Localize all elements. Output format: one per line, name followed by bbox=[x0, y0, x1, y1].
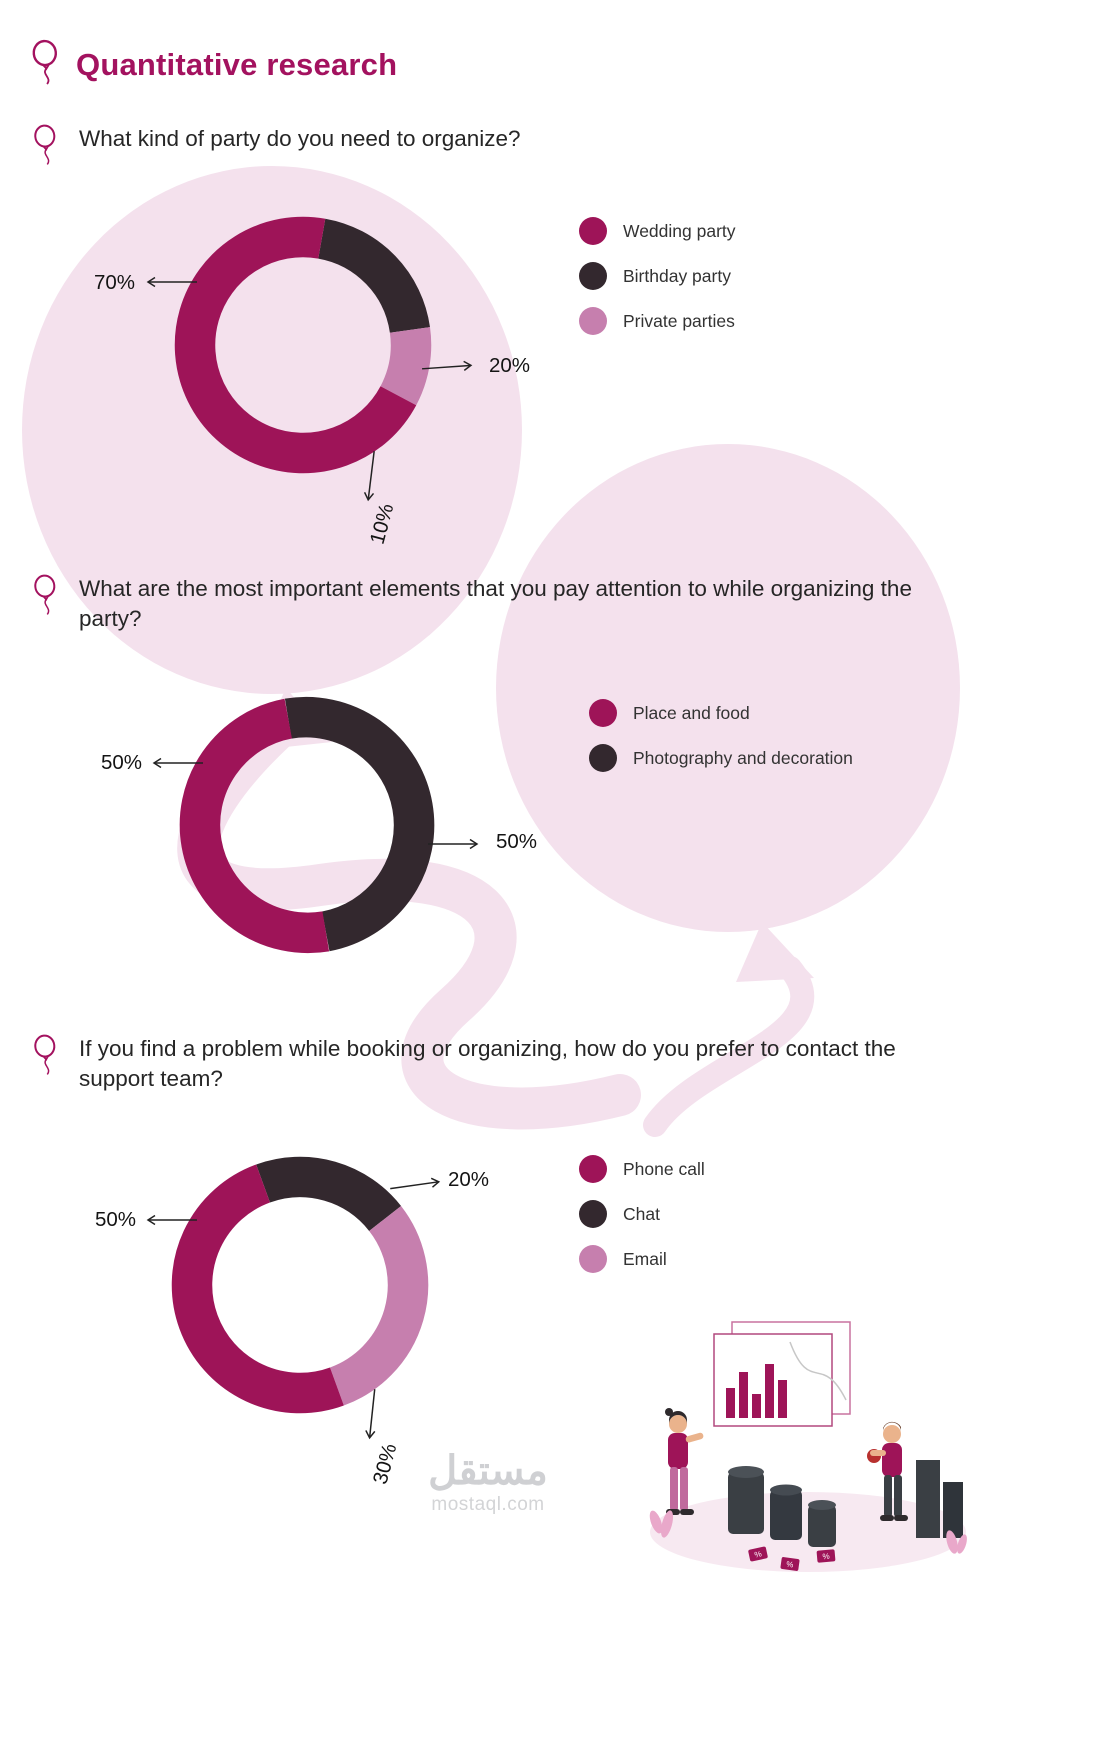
watermark-url: mostaql.com bbox=[431, 1494, 545, 1515]
data-label: 20% bbox=[448, 1168, 490, 1191]
question-3: If you find a problem while booking or o… bbox=[33, 1034, 963, 1093]
balloon-icon bbox=[31, 123, 62, 172]
presentation-illustration: % % % bbox=[649, 1321, 967, 1572]
legend-item: Wedding party bbox=[578, 216, 736, 246]
legend-item: Email bbox=[578, 1244, 705, 1274]
legend-label: Wedding party bbox=[623, 220, 736, 241]
arrow-left-icon bbox=[146, 1214, 197, 1226]
arrow-right-icon bbox=[428, 838, 479, 850]
arrow-left-icon bbox=[146, 276, 197, 288]
data-label: 20% bbox=[489, 354, 531, 377]
svg-text:%: % bbox=[786, 1560, 794, 1570]
legend-label: Chat bbox=[623, 1203, 660, 1224]
data-label: 50% bbox=[95, 1208, 137, 1231]
legend-swatch bbox=[589, 744, 617, 772]
arrow-left-icon bbox=[152, 757, 203, 769]
watermark: مستقل mostaql.com bbox=[398, 1450, 578, 1516]
presenter-figure bbox=[665, 1408, 704, 1515]
legend-label: Phone call bbox=[623, 1158, 705, 1179]
legend-label: Photography and decoration bbox=[633, 747, 853, 768]
legend-item: Place and food bbox=[588, 698, 853, 728]
legend-item: Chat bbox=[578, 1199, 705, 1229]
balloon-icon bbox=[27, 36, 64, 92]
legend-label: Place and food bbox=[633, 702, 750, 723]
legend-label: Birthday party bbox=[623, 265, 731, 286]
question-text: If you find a problem while booking or o… bbox=[79, 1036, 896, 1091]
legend-swatch bbox=[579, 1155, 607, 1183]
legend-swatch bbox=[579, 217, 607, 245]
arrow-down-icon bbox=[365, 1389, 376, 1440]
question-2: What are the most important elements tha… bbox=[33, 574, 963, 633]
question-1: What kind of party do you need to organi… bbox=[33, 124, 933, 171]
arrow-right-icon bbox=[390, 1177, 441, 1190]
legend-swatch bbox=[579, 262, 607, 290]
question-text: What are the most important elements tha… bbox=[79, 576, 912, 631]
data-label: 50% bbox=[496, 830, 538, 853]
legend-label: Email bbox=[623, 1248, 667, 1269]
donut-chart-support-contact bbox=[165, 1150, 435, 1420]
legend-swatch bbox=[579, 1200, 607, 1228]
legend-label: Private parties bbox=[623, 310, 735, 331]
legend-item: Photography and decoration bbox=[588, 743, 853, 773]
legend-item: Private parties bbox=[578, 306, 736, 336]
listener-figure bbox=[867, 1421, 908, 1521]
legend-swatch bbox=[589, 699, 617, 727]
watermark-arabic: مستقل bbox=[428, 1449, 548, 1493]
donut-chart-party-type bbox=[168, 210, 438, 480]
legend-item: Birthday party bbox=[578, 261, 736, 291]
arrow-right-icon bbox=[422, 360, 473, 371]
balloon-icon bbox=[31, 573, 62, 622]
data-label: 70% bbox=[94, 271, 136, 294]
page-title: Quantitative research bbox=[76, 46, 398, 82]
data-label: 50% bbox=[101, 751, 143, 774]
legend-swatch bbox=[579, 307, 607, 335]
legend-swatch bbox=[579, 1245, 607, 1273]
svg-text:%: % bbox=[754, 1549, 763, 1559]
header: Quantitative research bbox=[30, 38, 397, 91]
question-text: What kind of party do you need to organi… bbox=[79, 126, 521, 151]
legend: Phone call Chat Email bbox=[578, 1154, 705, 1274]
arrow-down-icon bbox=[363, 451, 375, 502]
balloon-icon bbox=[31, 1033, 62, 1082]
legend: Wedding party Birthday party Private par… bbox=[578, 216, 736, 336]
svg-text:%: % bbox=[822, 1552, 830, 1562]
legend-item: Phone call bbox=[578, 1154, 705, 1184]
donut-chart-important-elements bbox=[172, 690, 442, 960]
legend: Place and food Photography and decoratio… bbox=[588, 698, 853, 773]
